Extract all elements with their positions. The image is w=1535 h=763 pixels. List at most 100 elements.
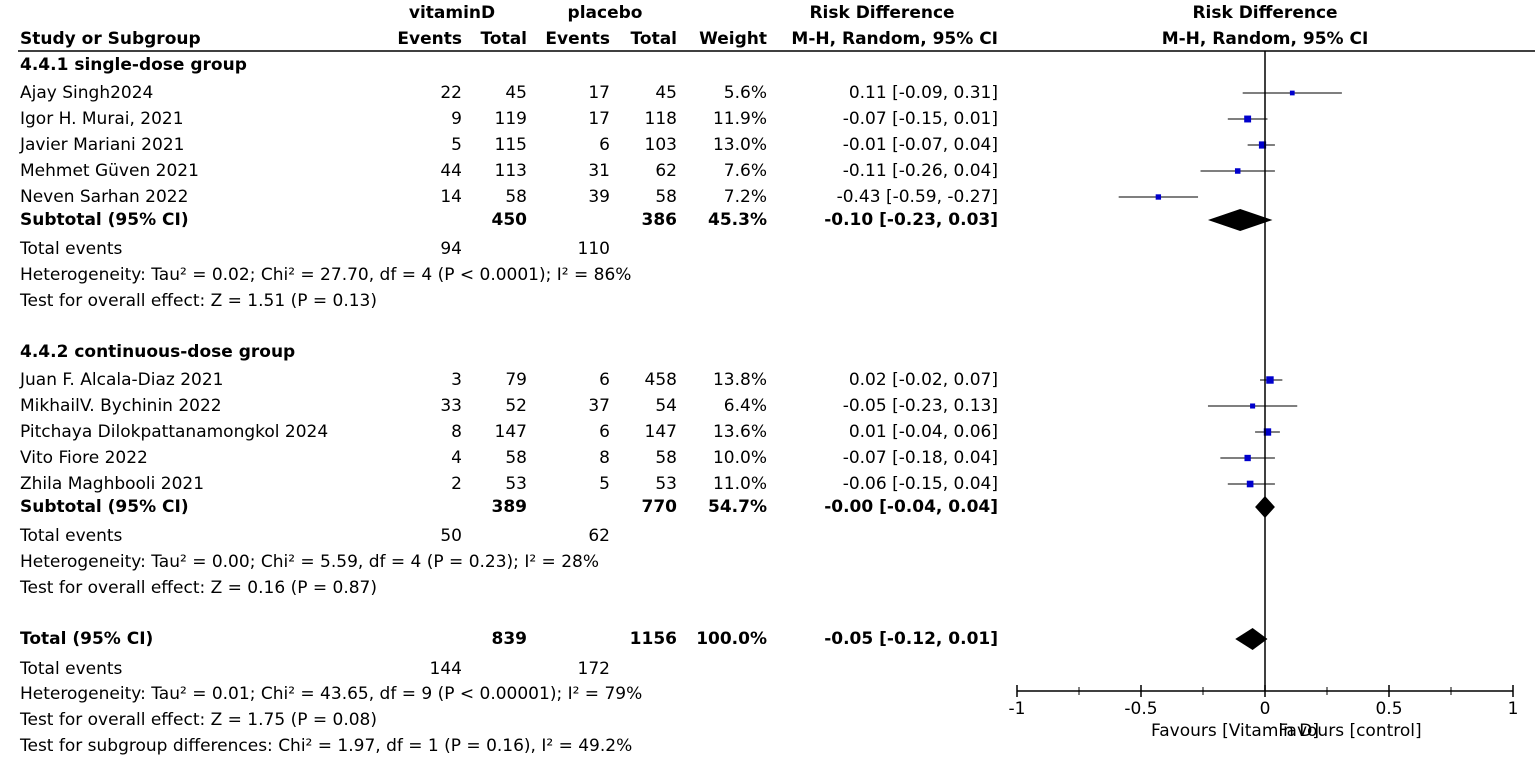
point-estimate [1263, 428, 1272, 436]
total: 103 [645, 135, 677, 155]
events: 9 [451, 109, 462, 129]
weight: 13.8% [713, 370, 767, 390]
ci-label: -0.11 [-0.26, 0.04] [843, 161, 998, 181]
overall-effect: Test for overall effect: Z = 0.16 (P = 0… [19, 578, 377, 598]
events: 94 [440, 239, 462, 259]
weight: 13.0% [713, 135, 767, 155]
events: 31 [588, 161, 610, 181]
events: 110 [578, 239, 610, 259]
point-estimate [1258, 141, 1267, 149]
ci-label: 0.02 [-0.02, 0.07] [849, 370, 998, 390]
events: 8 [451, 422, 462, 442]
total: 45 [655, 83, 677, 103]
total: 147 [645, 422, 677, 442]
weight: 7.6% [724, 161, 767, 181]
events: 62 [588, 526, 610, 546]
events: 50 [440, 526, 462, 546]
study-name: Juan F. Alcala-Diaz 2021 [19, 370, 223, 390]
total: 58 [505, 187, 527, 207]
events: 17 [588, 109, 610, 129]
weight: 5.6% [724, 83, 767, 103]
weight: 100.0% [696, 629, 767, 649]
summary-label: Total (95% CI) [20, 629, 153, 649]
header-method: M-H, Random, 95% CI [1162, 29, 1369, 49]
total: 79 [505, 370, 527, 390]
x-tick-label: -0.5 [1124, 699, 1157, 719]
study-name: Javier Mariani 2021 [19, 135, 184, 155]
subgroup-title: 4.4.1 single-dose group [20, 55, 247, 75]
total: 52 [505, 396, 527, 416]
weight: 45.3% [708, 210, 767, 230]
study-name: Ajay Singh2024 [20, 83, 153, 103]
total-n: 389 [492, 497, 528, 517]
subgroup-title: 4.4.2 continuous-dose group [20, 342, 295, 362]
events: 5 [451, 135, 462, 155]
x-tick-label: 0 [1260, 699, 1271, 719]
header-effect: Risk Difference [809, 3, 954, 23]
heterogeneity: Heterogeneity: Tau² = 0.00; Chi² = 5.59,… [20, 552, 599, 572]
events: 14 [440, 187, 462, 207]
events: 8 [599, 448, 610, 468]
events: 33 [440, 396, 462, 416]
heterogeneity: Heterogeneity: Tau² = 0.02; Chi² = 27.70… [20, 265, 631, 285]
header-study: Study or Subgroup [20, 29, 201, 49]
events: 172 [578, 659, 610, 679]
events: 6 [599, 370, 610, 390]
total-n: 839 [492, 629, 528, 649]
weight: 54.7% [708, 497, 767, 517]
favours-left: Favours [Vitamin D] [1151, 721, 1319, 741]
events: 3 [451, 370, 462, 390]
diamond [1207, 209, 1273, 231]
events: 2 [451, 474, 462, 494]
study-name: Mehmet Güven 2021 [20, 161, 199, 181]
total: 54 [655, 396, 677, 416]
total-n: 386 [642, 210, 678, 230]
weight: 10.0% [713, 448, 767, 468]
total-n: 1156 [630, 629, 677, 649]
x-tick-label: -1 [1009, 699, 1026, 719]
point-estimate [1246, 480, 1254, 488]
x-tick-label: 1 [1508, 699, 1519, 719]
header-group: vitaminD [409, 3, 495, 23]
ci-label: 0.01 [-0.04, 0.06] [849, 422, 998, 442]
study-name: MikhailV. Bychinin 2022 [20, 396, 222, 416]
events-label: Total events [19, 526, 123, 546]
events: 6 [599, 422, 610, 442]
ci-label: -0.05 [-0.12, 0.01] [824, 629, 998, 649]
events: 6 [599, 135, 610, 155]
weight: 13.6% [713, 422, 767, 442]
weight: 11.0% [713, 474, 767, 494]
total: 119 [495, 109, 527, 129]
total: 58 [655, 187, 677, 207]
overall-effect: Test for overall effect: Z = 1.51 (P = 0… [19, 291, 377, 311]
point-estimate [1266, 376, 1274, 384]
summary-label: Subtotal (95% CI) [20, 210, 189, 230]
header-group: placebo [568, 3, 643, 23]
total: 115 [495, 135, 527, 155]
total: 58 [655, 448, 677, 468]
ci-label: -0.07 [-0.15, 0.01] [843, 109, 998, 129]
study-name: Zhila Maghbooli 2021 [20, 474, 204, 494]
x-tick-label: 0.5 [1375, 699, 1402, 719]
point-estimate [1250, 403, 1256, 409]
events: 44 [440, 161, 462, 181]
point-estimate [1155, 194, 1162, 200]
favours-right: Favours [control] [1278, 721, 1421, 741]
events: 17 [588, 83, 610, 103]
events: 37 [588, 396, 610, 416]
total-n: 450 [492, 210, 528, 230]
total: 58 [505, 448, 527, 468]
total: 53 [505, 474, 527, 494]
header-effect: Risk Difference [1192, 3, 1337, 23]
subgroup-difference: Test for subgroup differences: Chi² = 1.… [19, 736, 632, 756]
events-label: Total events [19, 239, 123, 259]
ci-label: -0.10 [-0.23, 0.03] [824, 210, 998, 230]
total: 45 [505, 83, 527, 103]
events: 5 [599, 474, 610, 494]
events: 22 [440, 83, 462, 103]
study-name: Pitchaya Dilokpattanamongkol 2024 [20, 422, 328, 442]
total: 113 [495, 161, 527, 181]
events: 144 [430, 659, 462, 679]
ci-label: -0.43 [-0.59, -0.27] [837, 187, 998, 207]
